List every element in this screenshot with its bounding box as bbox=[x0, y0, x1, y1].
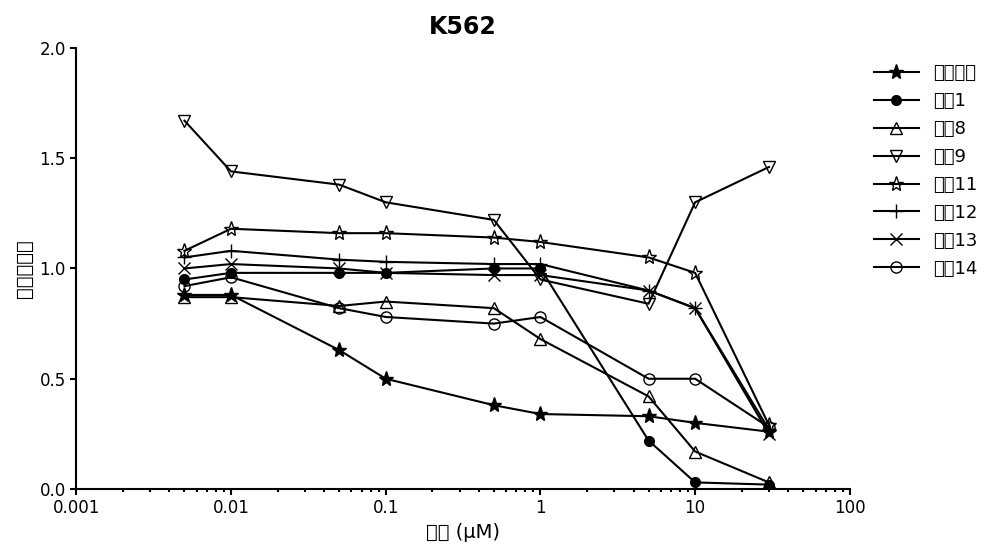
实例9 bbox=[333, 181, 345, 188]
实例8 bbox=[380, 298, 392, 305]
Line: 伊马替尼: 伊马替尼 bbox=[177, 287, 777, 439]
实例14 bbox=[333, 305, 345, 311]
实例12 bbox=[763, 426, 775, 433]
伊马替尼 bbox=[763, 428, 775, 435]
实例14 bbox=[763, 424, 775, 431]
实例1 bbox=[333, 270, 345, 276]
伊马替尼 bbox=[689, 419, 701, 426]
实例8 bbox=[643, 393, 655, 400]
实例12 bbox=[643, 287, 655, 294]
实例9 bbox=[689, 199, 701, 206]
实例1 bbox=[643, 437, 655, 444]
实例14 bbox=[643, 375, 655, 382]
实例13 bbox=[380, 270, 392, 276]
实例8 bbox=[689, 448, 701, 455]
实例1 bbox=[380, 270, 392, 276]
实例11 bbox=[689, 270, 701, 276]
伊马替尼 bbox=[333, 346, 345, 353]
实例13 bbox=[689, 305, 701, 311]
实例12 bbox=[333, 256, 345, 263]
实例1 bbox=[763, 481, 775, 488]
实例9 bbox=[178, 118, 190, 124]
实例12 bbox=[534, 261, 546, 267]
实例8 bbox=[488, 305, 500, 311]
实例9 bbox=[225, 168, 237, 175]
实例11 bbox=[380, 230, 392, 237]
Line: 实例14: 实例14 bbox=[179, 272, 774, 433]
伊马替尼 bbox=[380, 375, 392, 382]
实例1 bbox=[178, 276, 190, 283]
实例9 bbox=[643, 300, 655, 307]
伊马替尼 bbox=[488, 402, 500, 408]
实例13 bbox=[763, 431, 775, 437]
实例11 bbox=[763, 422, 775, 428]
实例9 bbox=[380, 199, 392, 206]
实例1 bbox=[225, 270, 237, 276]
Line: 实例11: 实例11 bbox=[177, 221, 777, 433]
实例13 bbox=[534, 272, 546, 278]
实例13 bbox=[178, 265, 190, 272]
实例11 bbox=[178, 247, 190, 254]
实例14 bbox=[225, 274, 237, 281]
实例14 bbox=[488, 320, 500, 327]
实例8 bbox=[225, 294, 237, 300]
实例14 bbox=[178, 283, 190, 290]
X-axis label: 浓度 (μM): 浓度 (μM) bbox=[426, 523, 500, 542]
实例14 bbox=[534, 314, 546, 320]
实例1 bbox=[488, 265, 500, 272]
实例1 bbox=[534, 265, 546, 272]
Legend: 伊马替尼, 实例1, 实例8, 实例9, 实例11, 实例12, 实例13, 实例14: 伊马替尼, 实例1, 实例8, 实例9, 实例11, 实例12, 实例13, 实… bbox=[867, 57, 985, 285]
Line: 实例9: 实例9 bbox=[178, 114, 775, 310]
Title: K562: K562 bbox=[429, 15, 497, 39]
实例11 bbox=[333, 230, 345, 237]
伊马替尼 bbox=[534, 411, 546, 417]
实例12 bbox=[178, 254, 190, 261]
Line: 实例8: 实例8 bbox=[179, 291, 774, 488]
实例8 bbox=[178, 294, 190, 300]
实例12 bbox=[380, 258, 392, 265]
实例14 bbox=[689, 375, 701, 382]
实例14 bbox=[380, 314, 392, 320]
实例1 bbox=[689, 479, 701, 486]
Y-axis label: 细胞活力値: 细胞活力値 bbox=[15, 239, 34, 298]
实例11 bbox=[225, 226, 237, 232]
实例12 bbox=[689, 305, 701, 311]
伊马替尼 bbox=[178, 291, 190, 298]
实例8 bbox=[763, 479, 775, 486]
实例8 bbox=[534, 336, 546, 343]
实例8 bbox=[333, 302, 345, 309]
伊马替尼 bbox=[225, 291, 237, 298]
实例13 bbox=[643, 287, 655, 294]
实例9 bbox=[488, 217, 500, 223]
Line: 实例12: 实例12 bbox=[178, 244, 776, 437]
实例13 bbox=[225, 261, 237, 267]
实例13 bbox=[333, 265, 345, 272]
实例9 bbox=[534, 276, 546, 283]
实例13 bbox=[488, 272, 500, 278]
实例9 bbox=[763, 164, 775, 170]
实例11 bbox=[488, 234, 500, 241]
实例12 bbox=[225, 247, 237, 254]
实例11 bbox=[534, 238, 546, 245]
Line: 实例13: 实例13 bbox=[178, 258, 775, 440]
实例12 bbox=[488, 261, 500, 267]
实例11 bbox=[643, 254, 655, 261]
Line: 实例1: 实例1 bbox=[180, 263, 774, 490]
伊马替尼 bbox=[643, 413, 655, 419]
